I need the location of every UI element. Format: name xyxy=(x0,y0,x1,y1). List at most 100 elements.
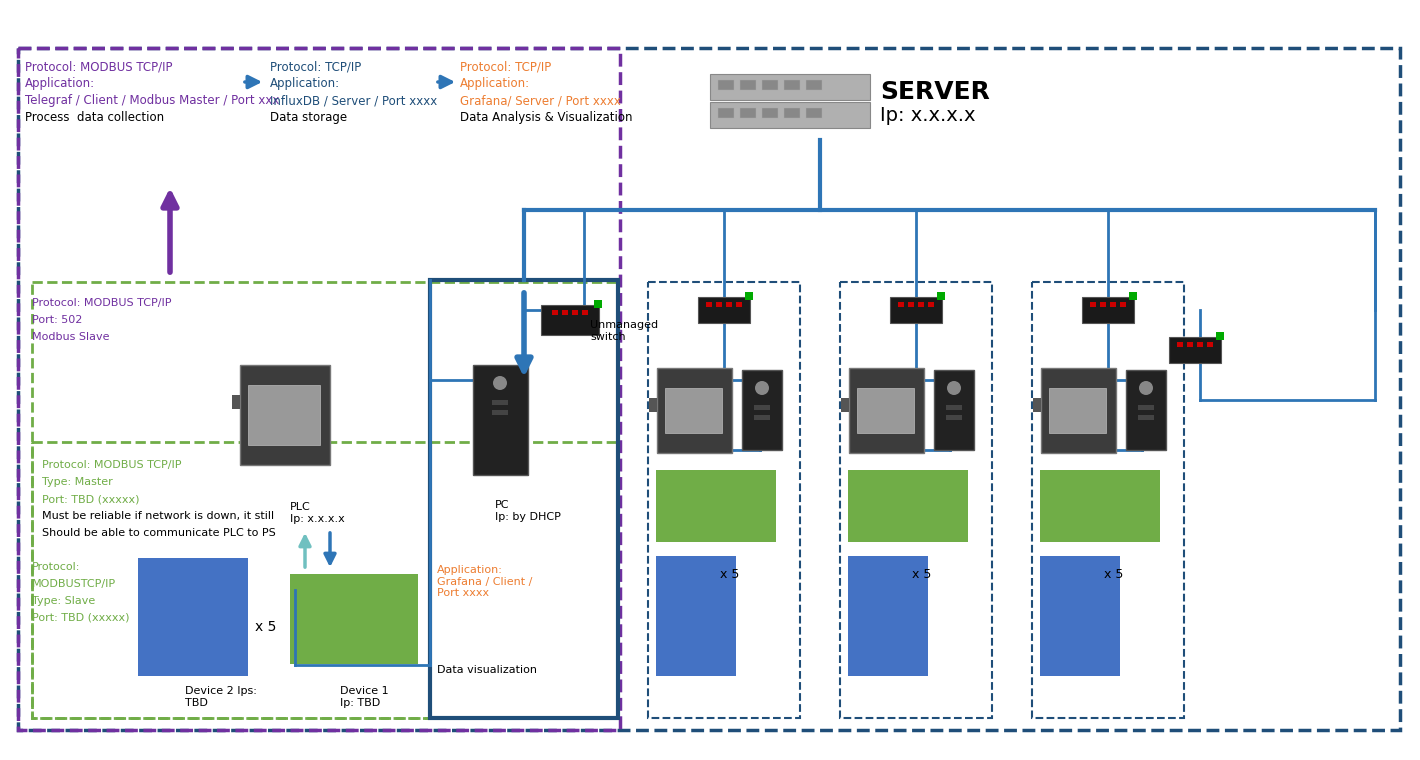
Text: Protocol: MODBUS TCP/IP: Protocol: MODBUS TCP/IP xyxy=(26,60,172,73)
Bar xyxy=(33,442,618,718)
Text: Unmanaged
switch: Unmanaged switch xyxy=(589,320,657,341)
Bar xyxy=(1039,470,1160,542)
Bar xyxy=(649,398,657,412)
Bar xyxy=(907,302,914,307)
Bar xyxy=(1039,556,1120,676)
Circle shape xyxy=(1139,381,1153,395)
Bar xyxy=(430,280,618,718)
Bar xyxy=(743,370,782,450)
Bar xyxy=(946,405,961,410)
Bar xyxy=(1129,292,1137,300)
Text: Process  data collection: Process data collection xyxy=(26,111,165,124)
Bar xyxy=(1197,342,1203,347)
Bar xyxy=(849,368,924,453)
Bar xyxy=(934,370,974,450)
Bar xyxy=(937,292,944,300)
Bar xyxy=(848,470,968,542)
Text: Modbus Slave: Modbus Slave xyxy=(33,332,109,342)
Bar xyxy=(1041,368,1116,453)
Bar xyxy=(491,400,508,405)
Bar xyxy=(1110,302,1116,307)
Bar xyxy=(18,48,621,730)
Bar xyxy=(897,302,905,307)
Bar xyxy=(582,310,588,315)
Bar xyxy=(841,398,849,412)
Text: Type: Slave: Type: Slave xyxy=(33,596,95,606)
Bar xyxy=(784,80,799,90)
Bar xyxy=(763,80,778,90)
Text: Protocol: MODBUS TCP/IP: Protocol: MODBUS TCP/IP xyxy=(33,298,172,308)
Bar xyxy=(754,415,770,420)
Bar xyxy=(491,410,508,415)
Bar xyxy=(710,74,870,100)
Circle shape xyxy=(755,381,770,395)
Text: Device 2 Ips:
TBD: Device 2 Ips: TBD xyxy=(185,686,257,708)
Bar xyxy=(848,556,929,676)
Bar xyxy=(917,302,924,307)
Bar xyxy=(1216,332,1224,340)
Bar xyxy=(657,368,731,453)
Bar xyxy=(138,558,248,676)
Bar xyxy=(1049,388,1106,433)
Bar xyxy=(1126,370,1166,450)
Text: Protocol: TCP/IP: Protocol: TCP/IP xyxy=(460,60,551,73)
Bar xyxy=(1187,342,1193,347)
Bar xyxy=(716,302,721,307)
Text: x 5: x 5 xyxy=(720,568,740,581)
Bar xyxy=(699,297,750,323)
Text: Port: TBD (xxxxx): Port: TBD (xxxxx) xyxy=(33,613,129,623)
Bar xyxy=(552,310,558,315)
Bar xyxy=(1137,415,1154,420)
Text: PC
Ip: by DHCP: PC Ip: by DHCP xyxy=(496,500,561,521)
Bar xyxy=(541,305,599,335)
Bar xyxy=(841,282,993,718)
Bar xyxy=(706,302,711,307)
Bar xyxy=(807,108,822,118)
Bar xyxy=(18,48,1400,730)
Bar xyxy=(1169,337,1221,363)
Text: Type: Master: Type: Master xyxy=(43,477,112,487)
Bar xyxy=(1032,398,1041,412)
Bar xyxy=(726,302,731,307)
Bar xyxy=(1177,342,1183,347)
Bar xyxy=(719,108,734,118)
Text: Port: TBD (xxxxx): Port: TBD (xxxxx) xyxy=(43,494,139,504)
Bar xyxy=(656,470,775,542)
Bar xyxy=(740,80,755,90)
Bar xyxy=(710,102,870,128)
Bar xyxy=(562,310,568,315)
Text: Application:: Application: xyxy=(26,77,95,90)
Bar xyxy=(1137,405,1154,410)
Text: Must be reliable if network is down, it still: Must be reliable if network is down, it … xyxy=(43,511,274,521)
Text: Grafana/ Server / Port xxxx: Grafana/ Server / Port xxxx xyxy=(460,94,621,107)
Text: Ip: x.x.x.x: Ip: x.x.x.x xyxy=(880,106,976,125)
Bar xyxy=(656,556,736,676)
Circle shape xyxy=(493,376,507,390)
Bar xyxy=(33,282,618,718)
Bar xyxy=(763,108,778,118)
Bar xyxy=(807,80,822,90)
Text: PLC
Ip: x.x.x.x: PLC Ip: x.x.x.x xyxy=(290,502,345,524)
Bar xyxy=(248,385,320,445)
Bar xyxy=(746,292,753,300)
Bar xyxy=(890,297,941,323)
Text: Port: 502: Port: 502 xyxy=(33,315,82,325)
Text: Application:: Application: xyxy=(270,77,341,90)
Bar xyxy=(736,302,743,307)
Bar xyxy=(231,395,240,409)
Bar xyxy=(1100,302,1106,307)
Bar xyxy=(740,108,755,118)
Bar xyxy=(594,300,602,308)
Text: Data Analysis & Visualization: Data Analysis & Visualization xyxy=(460,111,632,124)
Bar xyxy=(1091,302,1096,307)
Bar xyxy=(1082,297,1135,323)
Text: x 5: x 5 xyxy=(256,620,277,634)
Bar xyxy=(1207,342,1213,347)
Circle shape xyxy=(947,381,961,395)
Bar xyxy=(1032,282,1184,718)
Text: Application:
Grafana / Client /
Port xxxx: Application: Grafana / Client / Port xxx… xyxy=(437,565,532,598)
Bar xyxy=(572,310,578,315)
Text: InfluxDB / Server / Port xxxx: InfluxDB / Server / Port xxxx xyxy=(270,94,437,107)
Text: x 5: x 5 xyxy=(912,568,932,581)
Bar xyxy=(473,365,528,475)
